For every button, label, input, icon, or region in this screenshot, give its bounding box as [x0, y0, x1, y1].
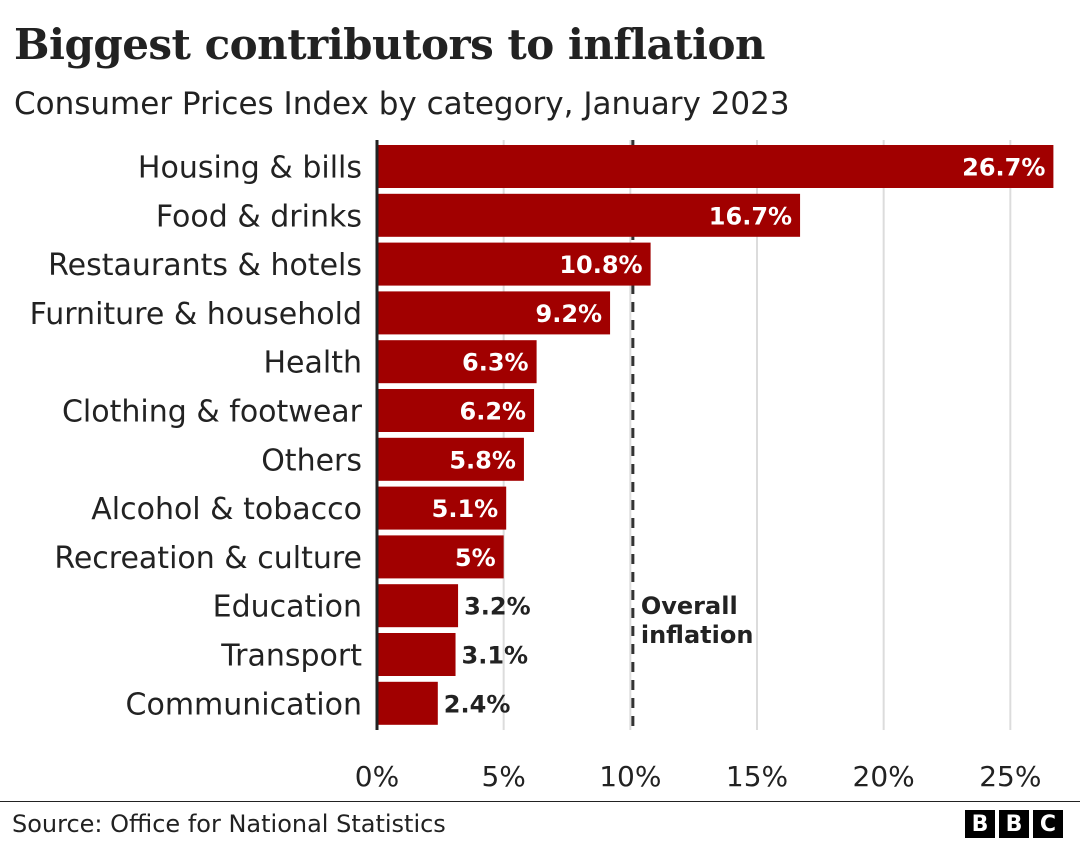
value-label: 16.7%: [709, 202, 792, 230]
bar: [377, 291, 611, 335]
reference-line-label: inflation: [641, 621, 754, 649]
x-tick-label: 20%: [853, 760, 915, 793]
category-label: Furniture & household: [30, 297, 362, 332]
x-tick-label: 25%: [979, 760, 1041, 793]
chart-title: Biggest contributors to inflation: [14, 20, 766, 69]
category-label: Housing & bills: [138, 151, 362, 186]
value-label: 3.2%: [464, 593, 531, 621]
bar: [377, 145, 1054, 188]
category-label: Alcohol & tobacco: [91, 492, 362, 527]
bbc-logo-letter: C: [1033, 810, 1063, 838]
x-tick-label: 10%: [599, 760, 661, 793]
bar: [377, 584, 459, 628]
x-tick-label: 0%: [355, 760, 399, 793]
category-label: Communication: [126, 687, 362, 722]
category-label: Clothing & footwear: [62, 395, 363, 430]
category-label: Others: [261, 443, 362, 478]
value-label: 9.2%: [536, 300, 603, 328]
bar: [377, 389, 535, 432]
value-label: 6.2%: [460, 398, 527, 426]
value-label: 2.4%: [444, 690, 511, 718]
value-label: 5%: [455, 544, 496, 572]
bar: [377, 633, 456, 676]
bar: [377, 340, 537, 384]
x-tick-label: 5%: [481, 760, 525, 793]
bar: [377, 193, 801, 237]
bar: [377, 681, 438, 725]
reference-line-label: Overall: [641, 592, 738, 620]
footer-divider: [0, 801, 1080, 802]
value-label: 3.1%: [462, 642, 529, 670]
bbc-logo-letter: B: [965, 810, 995, 838]
x-tick-label: 15%: [726, 760, 788, 793]
bar: [377, 535, 504, 579]
category-label: Health: [263, 346, 362, 381]
category-label: Food & drinks: [156, 199, 362, 234]
value-label: 5.1%: [432, 495, 499, 523]
value-label: 10.8%: [559, 251, 642, 279]
bar: [377, 437, 524, 481]
bar: [377, 242, 651, 286]
category-label: Restaurants & hotels: [48, 248, 362, 283]
category-label: Transport: [220, 639, 362, 674]
chart-subtitle: Consumer Prices Index by category, Janua…: [14, 86, 790, 122]
bar-chart: Housing & bills 26.7% Food & drinks 16.7% Re…: [30, 140, 1054, 793]
value-label: 6.3%: [462, 349, 529, 377]
value-label: 26.7%: [962, 154, 1045, 182]
source-note: Source: Office for National Statistics: [12, 810, 446, 838]
bar: [377, 486, 507, 530]
value-label: 5.8%: [449, 446, 516, 474]
bbc-logo: B B C: [965, 810, 1063, 838]
bbc-logo-letter: B: [999, 810, 1029, 838]
category-label: Recreation & culture: [54, 541, 362, 576]
category-label: Education: [213, 590, 362, 625]
